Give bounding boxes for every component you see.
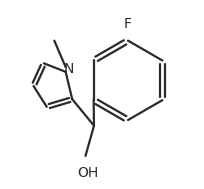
Text: OH: OH [76, 166, 98, 180]
Text: F: F [123, 17, 131, 31]
Text: N: N [64, 62, 74, 76]
